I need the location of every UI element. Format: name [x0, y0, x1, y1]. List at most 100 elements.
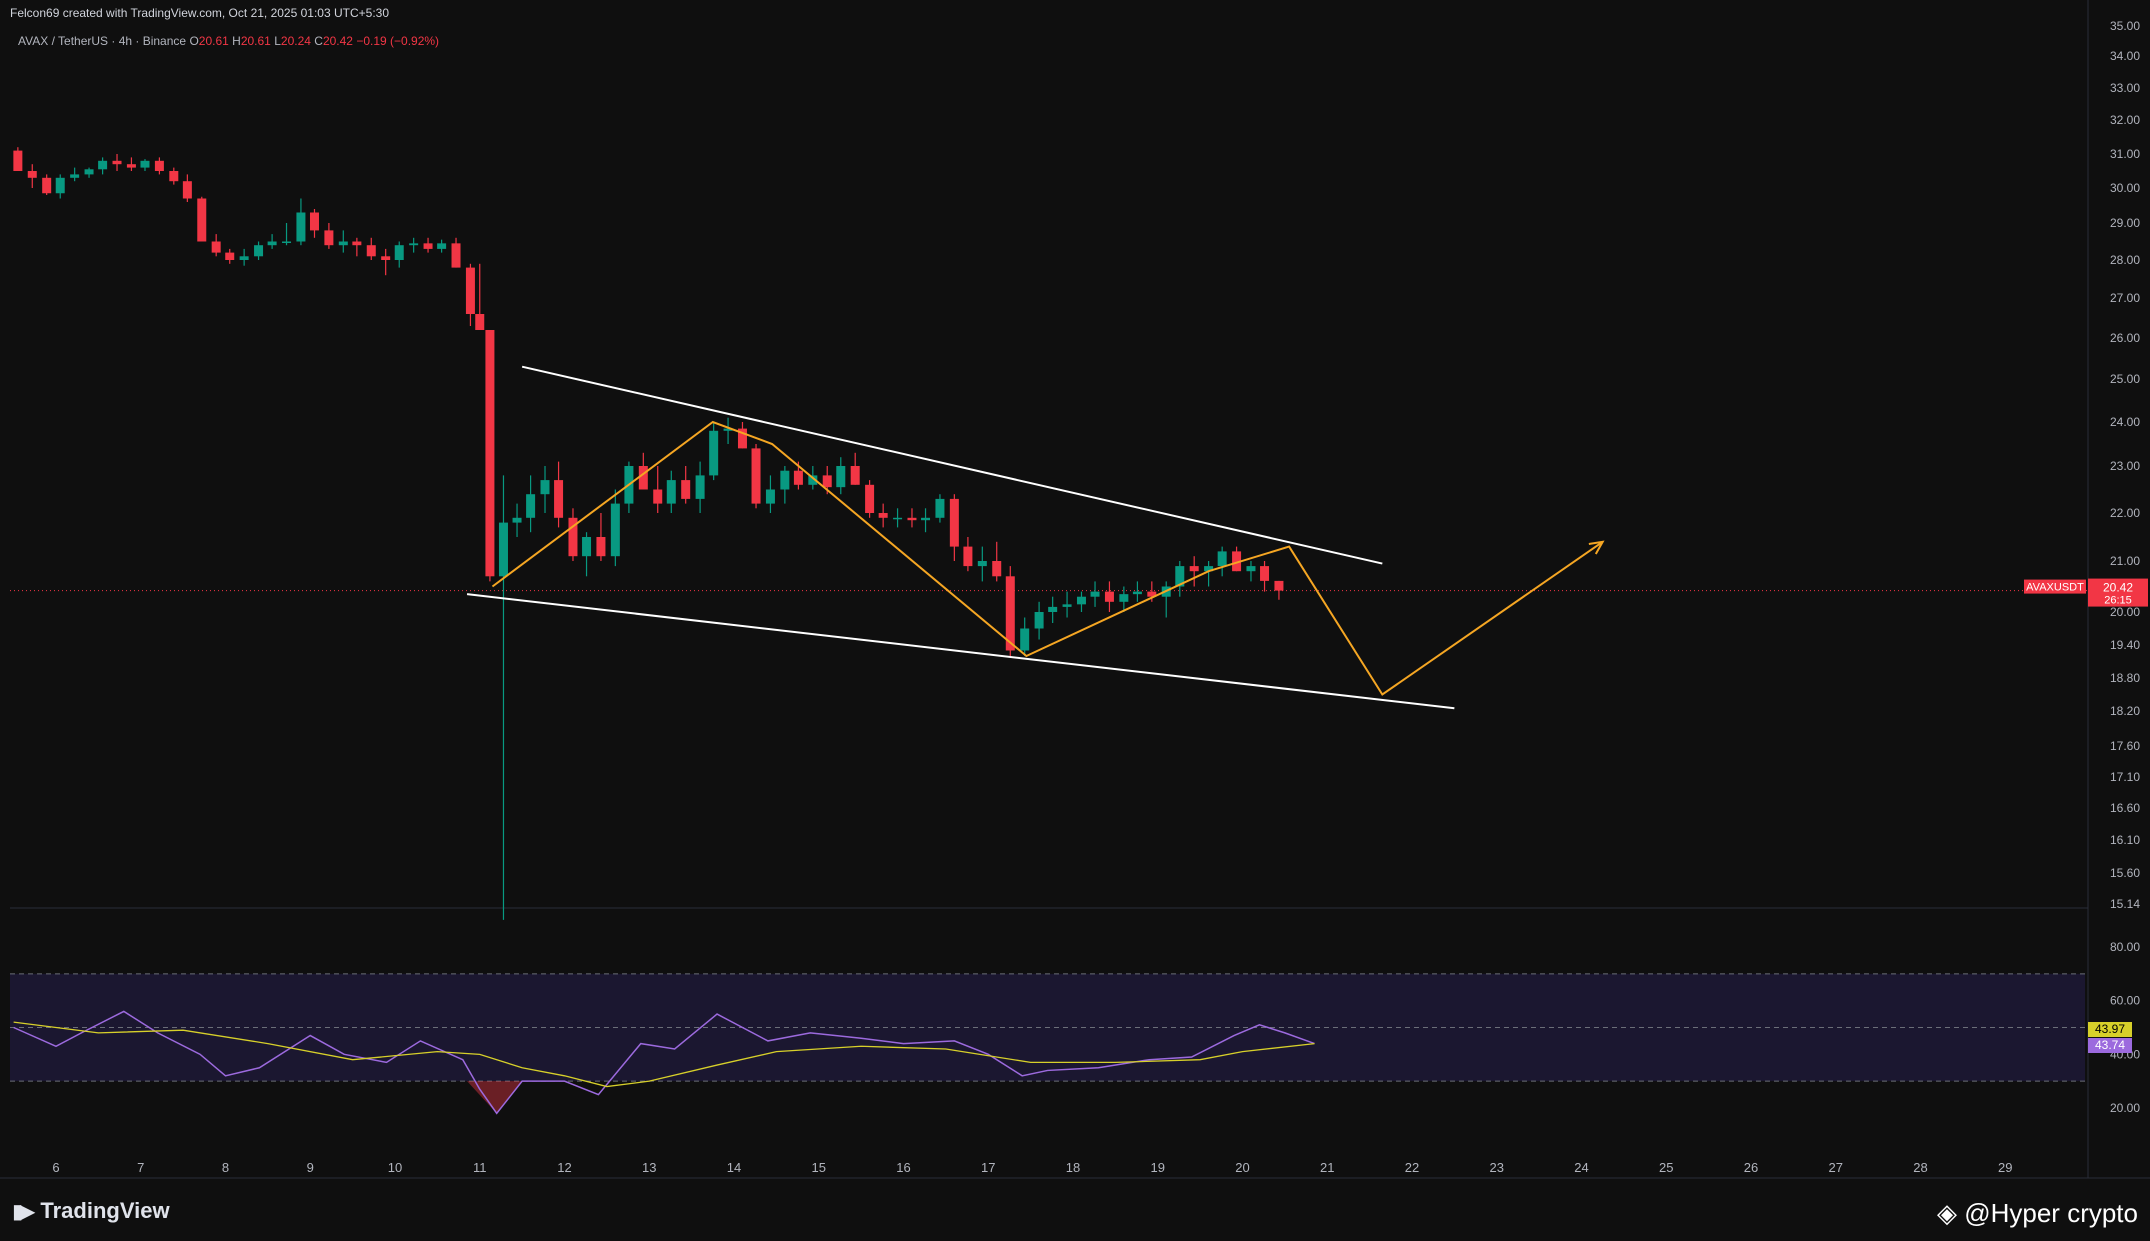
candle: [977, 561, 987, 567]
candle: [878, 513, 888, 518]
candle: [296, 212, 306, 242]
candle: [822, 475, 832, 488]
ohlc-values: O20.61 H20.61 L20.24 C20.42: [189, 34, 356, 48]
candle: [780, 470, 790, 490]
price-tick-label: 31.00: [2110, 147, 2140, 161]
candle: [338, 241, 348, 246]
ohlc-key: L: [274, 34, 281, 48]
time-tick-label: 21: [1320, 1160, 1334, 1175]
candle: [1132, 591, 1142, 595]
ohlc-key: H: [232, 34, 241, 48]
symbol-name[interactable]: AVAX / TetherUS · 4h · Binance: [18, 34, 187, 48]
price-tick-label: 15.14: [2110, 897, 2140, 911]
candle: [695, 475, 705, 499]
price-tick-label: 16.60: [2110, 801, 2140, 815]
price-tick-label: 15.60: [2110, 866, 2140, 880]
rsi-oversold-fill: [467, 1081, 523, 1114]
projection-path[interactable]: [491, 420, 1604, 696]
candle: [1020, 628, 1030, 651]
time-tick-label: 11: [473, 1160, 487, 1175]
candle: [98, 160, 108, 170]
time-tick-label: 27: [1829, 1160, 1843, 1175]
ohlc-value: 20.61: [198, 34, 229, 48]
candle: [282, 241, 292, 243]
watermark-text: @Hyper crypto: [1964, 1198, 2138, 1228]
candle: [737, 428, 747, 449]
candle: [709, 430, 719, 476]
candle: [394, 245, 404, 260]
candle: [935, 498, 945, 518]
candle: [596, 537, 606, 557]
candle: [197, 198, 207, 242]
ohlc-item-h: H20.61: [229, 34, 271, 48]
candle: [169, 171, 179, 182]
candle: [751, 448, 761, 504]
price-tick-label: 17.60: [2110, 739, 2140, 753]
tradingview-brand: TradingView: [40, 1198, 170, 1223]
rsi-ma-tag-bg: [2088, 1022, 2132, 1037]
candle: [836, 466, 846, 488]
price-change: −0.19 (−0.92%): [356, 34, 440, 48]
ohlc-key: O: [189, 34, 199, 48]
time-tick-label: 29: [1998, 1160, 2012, 1175]
price-tick-label: 21.00: [2110, 554, 2140, 568]
bar-countdown: 26:15: [2104, 595, 2132, 607]
time-tick-label: 13: [642, 1160, 656, 1175]
candle: [225, 252, 235, 260]
candle: [638, 466, 648, 490]
candle: [154, 160, 164, 171]
candle: [1260, 566, 1270, 581]
candle: [309, 212, 319, 231]
price-tick-label: 24.00: [2110, 415, 2140, 429]
candle: [423, 243, 433, 249]
candle: [112, 160, 122, 165]
candle: [182, 181, 192, 199]
candle: [498, 522, 508, 577]
price-tick-label: 19.40: [2110, 638, 2140, 652]
candle: [465, 267, 475, 314]
candle: [84, 169, 94, 175]
price-tick-label: 20.00: [2110, 605, 2140, 619]
candle: [437, 243, 447, 249]
candle: [907, 517, 917, 521]
symbol-tag-bg: [2024, 579, 2086, 594]
candle: [949, 498, 959, 547]
wedge-upper-line[interactable]: [521, 365, 1383, 565]
candle: [582, 537, 592, 557]
symbol-ohlc-line[interactable]: AVAX / TetherUS · 4h · Binance O20.61 H2…: [18, 34, 439, 48]
candle: [409, 243, 419, 246]
candle: [1076, 596, 1086, 605]
time-tick-label: 26: [1744, 1160, 1758, 1175]
price-tick-label: 26.00: [2110, 331, 2140, 345]
candle: [211, 241, 221, 253]
candle: [554, 480, 564, 518]
time-tick-label: 23: [1490, 1160, 1504, 1175]
candle: [239, 256, 249, 260]
candle: [1274, 580, 1284, 591]
time-tick-label: 15: [812, 1160, 826, 1175]
time-tick-label: 17: [981, 1160, 995, 1175]
candle: [267, 241, 277, 246]
time-tick-label: 7: [137, 1160, 144, 1175]
candle: [42, 177, 52, 194]
wedge-lower-line[interactable]: [466, 593, 1455, 710]
candle: [1147, 591, 1157, 597]
candle: [1175, 566, 1185, 587]
candle: [485, 330, 495, 577]
candle: [1119, 594, 1129, 602]
candle: [366, 245, 376, 257]
time-tick-label: 12: [557, 1160, 571, 1175]
time-tick-label: 19: [1151, 1160, 1165, 1175]
price-tick-label: 27.00: [2110, 291, 2140, 305]
price-tick-label: 18.20: [2110, 704, 2140, 718]
candle: [512, 517, 522, 523]
ohlc-value: 20.42: [322, 34, 353, 48]
candle: [1090, 591, 1100, 597]
tradingview-logo-icon: ▮▶: [12, 1201, 35, 1223]
price-tick-label: 35.00: [2110, 19, 2140, 33]
time-tick-label: 28: [1913, 1160, 1927, 1175]
candle: [1204, 566, 1214, 572]
rsi-tick-label: 20.00: [2110, 1101, 2140, 1115]
candle: [1005, 576, 1015, 651]
